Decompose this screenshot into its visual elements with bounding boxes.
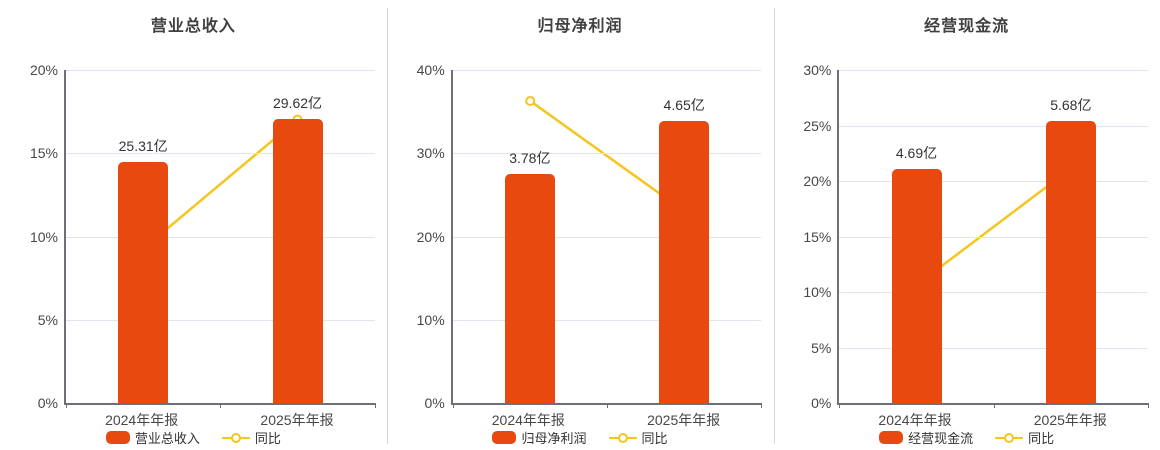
bar-value-label: 3.78亿 xyxy=(509,149,551,166)
bar-value-label: 4.69亿 xyxy=(895,145,938,162)
chart-panel-net-profit: 归母净利润 40% 30% 20% 10% 0% 3.78亿 4.65亿 2024年年报 2… xyxy=(387,0,774,450)
legend-item-line[interactable]: 同比 xyxy=(608,428,668,447)
plot-area: 40% 30% 20% 10% 0% 3.78亿 4.65亿 xyxy=(417,62,763,411)
chart-title: 营业总收入 xyxy=(150,18,236,35)
x-axis-label: 2025年年报 xyxy=(260,412,334,428)
y-tick-label: 20% xyxy=(416,228,445,245)
y-tick-label: 0% xyxy=(811,395,832,411)
legend-label: 同比 xyxy=(1028,431,1055,446)
bar-2024年年报[interactable] xyxy=(504,173,555,403)
y-tick-label: 20% xyxy=(803,173,832,189)
y-tick-label: 15% xyxy=(29,145,58,162)
x-axis-tick xyxy=(374,403,376,408)
chart-title: 经营现金流 xyxy=(924,18,1010,35)
bar-2025年年报[interactable] xyxy=(272,119,323,403)
legend-item-bar[interactable]: 营业总收入 xyxy=(105,428,200,447)
y-tick-label: 30% xyxy=(416,145,445,162)
y-tick-label: 10% xyxy=(29,228,58,245)
x-axis-tick xyxy=(220,403,222,408)
panel-divider xyxy=(387,8,388,444)
line-marker-icon xyxy=(608,432,637,444)
y-tick-label: 20% xyxy=(29,62,58,78)
chart-title: 归母净利润 xyxy=(537,18,623,35)
x-axis-labels: 2024年年报 2025年年报 xyxy=(64,410,375,428)
yoy-point-marker[interactable] xyxy=(524,95,535,106)
line-marker-icon xyxy=(995,432,1024,444)
panel-divider xyxy=(774,8,775,444)
gridline xyxy=(452,319,762,321)
gridline xyxy=(452,70,762,71)
x-axis-label: 2024年年报 xyxy=(878,412,952,428)
y-tick-label: 10% xyxy=(416,311,445,328)
legend: 归母净利润 同比 xyxy=(387,428,774,447)
bar-2024年年报[interactable] xyxy=(891,169,942,403)
gridline xyxy=(452,153,762,155)
bar-swatch-icon xyxy=(879,431,904,444)
gridline xyxy=(66,319,375,321)
gridline xyxy=(66,153,375,155)
gridline xyxy=(839,70,1149,71)
x-axis-tick xyxy=(1148,403,1150,408)
y-tick-label: 30% xyxy=(803,62,832,78)
x-axis-tick xyxy=(839,403,841,408)
bar-swatch-icon xyxy=(492,431,517,444)
legend: 经营现金流 同比 xyxy=(773,428,1160,447)
legend-item-bar[interactable]: 经营现金流 xyxy=(879,428,973,447)
line-marker-icon xyxy=(221,432,250,444)
bar-value-label: 5.68亿 xyxy=(1050,97,1092,114)
y-tick-label: 10% xyxy=(803,284,832,300)
bar-2025年年报[interactable] xyxy=(1045,121,1096,403)
y-tick-label: 0% xyxy=(37,395,58,411)
y-tick-label: 5% xyxy=(37,311,58,328)
chart-panel-cash-flow: 经营现金流 30% 25% 20% 15% 10% 5% 0% 4.69亿 5.68亿 2024… xyxy=(773,0,1160,450)
x-axis-tick xyxy=(993,403,995,408)
y-tick-label: 5% xyxy=(811,339,832,356)
legend-label: 同比 xyxy=(641,431,668,446)
x-axis-tick xyxy=(66,403,67,408)
y-tick-label: 0% xyxy=(424,395,445,411)
gridline xyxy=(839,292,1149,293)
bar-2024年年报[interactable] xyxy=(118,162,169,403)
legend-item-line[interactable]: 同比 xyxy=(995,428,1054,447)
x-axis-tick xyxy=(452,403,454,408)
bar-2025年年报[interactable] xyxy=(659,120,710,403)
gridline xyxy=(66,70,375,71)
x-axis-labels: 2024年年报 2025年年报 xyxy=(451,410,762,428)
plot-area: 20% 15% 10% 5% 0% 25.31亿 29.62亿 xyxy=(30,62,376,411)
y-tick-label: 40% xyxy=(416,62,445,78)
y-tick-label: 15% xyxy=(803,228,832,245)
legend-label: 经营现金流 xyxy=(908,431,974,446)
x-axis-tick xyxy=(607,403,608,408)
x-axis-labels: 2024年年报 2025年年报 xyxy=(837,410,1148,428)
gridline xyxy=(452,236,762,238)
bar-swatch-icon xyxy=(105,431,130,444)
legend-label: 同比 xyxy=(254,431,281,446)
chart-panel-revenue: 营业总收入 20% 15% 10% 5% 0% 25.31亿 29.62亿 2024年年报 … xyxy=(0,0,387,450)
x-axis-label: 2024年年报 xyxy=(105,412,179,428)
legend: 营业总收入 同比 xyxy=(0,428,387,447)
gridline xyxy=(839,125,1149,127)
gridline xyxy=(839,236,1149,238)
gridline xyxy=(839,347,1149,349)
x-axis-label: 2025年年报 xyxy=(1033,412,1107,428)
bar-value-label: 4.65亿 xyxy=(663,96,705,113)
legend-label: 归母净利润 xyxy=(521,431,587,446)
legend-item-bar[interactable]: 归母净利润 xyxy=(492,428,587,447)
gridline xyxy=(66,236,375,238)
x-axis-tick xyxy=(761,403,763,408)
bar-value-label: 25.31亿 xyxy=(118,138,168,155)
y-tick-label: 25% xyxy=(803,117,832,134)
legend-item-line[interactable]: 同比 xyxy=(221,428,281,447)
legend-label: 营业总收入 xyxy=(134,431,200,446)
bar-value-label: 29.62亿 xyxy=(272,95,323,112)
x-axis-label: 2025年年报 xyxy=(647,412,721,428)
x-axis-label: 2024年年报 xyxy=(491,412,565,428)
plot-area: 30% 25% 20% 15% 10% 5% 0% 4.69亿 5.68亿 xyxy=(803,62,1150,411)
gridline xyxy=(839,181,1149,182)
